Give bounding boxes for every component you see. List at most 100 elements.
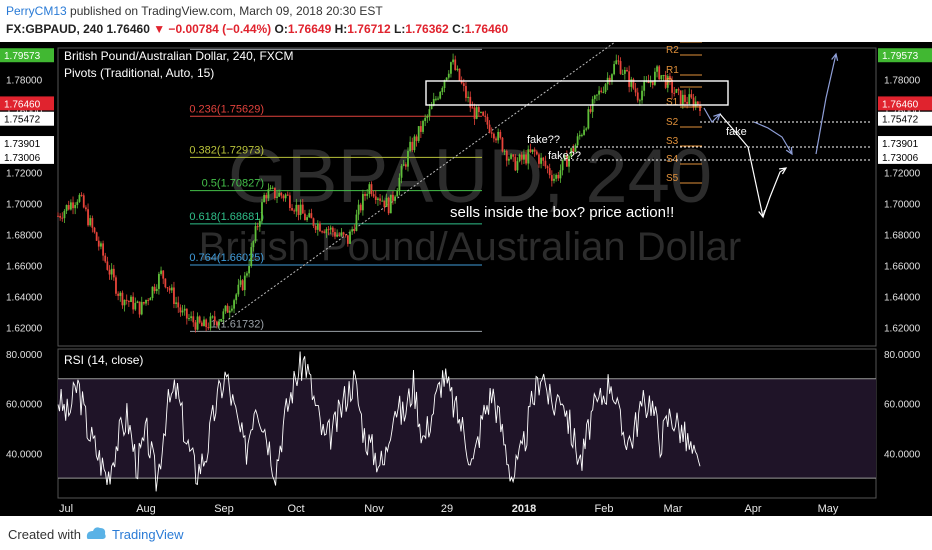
forecast-arrow[interactable]: [753, 121, 793, 155]
candle-body: [557, 174, 560, 179]
candle-body: [467, 96, 470, 98]
x-tick: May: [818, 503, 839, 515]
candle-body: [155, 288, 158, 292]
y-tick-right: 1.62000: [884, 323, 921, 334]
forecast-arrows[interactable]: [703, 52, 839, 219]
candle-body: [529, 149, 532, 152]
candle-body: [469, 96, 472, 108]
candle-body: [140, 302, 143, 315]
candle-body: [321, 231, 324, 233]
created-with-label: Created with: [8, 527, 81, 542]
forecast-arrow[interactable]: [719, 113, 764, 218]
candle-body: [490, 132, 493, 134]
candle-body: [699, 104, 701, 111]
fib-level-label: 1(1.61732): [211, 318, 264, 330]
chart-header: PerryCM13 published on TradingView.com, …: [0, 0, 932, 42]
candle-body: [69, 202, 72, 210]
candle-body: [346, 235, 349, 244]
candle-body: [132, 296, 135, 310]
candle-body: [304, 213, 306, 221]
candle-body: [525, 154, 527, 164]
candle-body: [145, 299, 147, 304]
candle-body: [336, 234, 339, 237]
candle-body: [426, 116, 429, 118]
candle-body: [563, 155, 566, 160]
candle-body: [250, 247, 253, 267]
candle-body: [512, 154, 515, 157]
candle-body: [383, 200, 386, 207]
tradingview-brand[interactable]: TradingView: [112, 527, 184, 542]
annotation-fake-1: fake??: [527, 134, 560, 146]
forecast-arrow[interactable]: [815, 53, 837, 155]
candle-body: [492, 133, 495, 139]
candle-body: [576, 136, 579, 146]
candle-body: [233, 300, 235, 309]
main-title: British Pound/Australian Dollar, 240, FX…: [64, 49, 293, 63]
arrow-head: [785, 146, 793, 156]
x-tick: Aug: [136, 503, 156, 515]
candle-body: [555, 174, 558, 179]
candle-body: [361, 194, 364, 211]
candle-body: [518, 154, 521, 162]
trend-line[interactable]: [221, 41, 616, 325]
forecast-arrow[interactable]: [762, 167, 787, 218]
candle-body: [608, 77, 611, 82]
candle-body: [540, 157, 543, 164]
candle-body: [248, 266, 250, 274]
candle-body: [452, 59, 454, 63]
candle-body: [284, 194, 287, 199]
candle-body: [570, 148, 573, 157]
candle-body: [269, 187, 272, 190]
open-label: O:: [274, 22, 288, 36]
candle-body: [374, 196, 377, 200]
candle-body: [602, 91, 605, 93]
candle-body: [95, 232, 98, 241]
candle-body: [572, 148, 575, 152]
low-value: 1.76362: [405, 22, 449, 36]
chart-canvas[interactable]: GBPAUD, 240 British Pound/Australian Dol…: [0, 32, 932, 516]
forecast-arrow[interactable]: [703, 107, 721, 123]
fibonacci-retracement[interactable]: 1(1.61732) 0.764(1.66025) 0.618(1.68681) 0.…: [189, 48, 482, 332]
candle-body: [548, 168, 551, 176]
candle-body: [647, 80, 650, 84]
price-label-left-bg: [0, 96, 54, 111]
rsi-tick-left: 40.0000: [6, 449, 43, 460]
candle-body: [546, 166, 549, 169]
close-label: C:: [452, 22, 465, 36]
candle-body: [385, 197, 388, 207]
candle-body: [643, 81, 646, 91]
candle-body: [82, 195, 85, 208]
candle-body: [78, 194, 81, 202]
candle-body: [357, 204, 360, 215]
chart-area[interactable]: GBPAUD, 240 British Pound/Australian Dol…: [0, 32, 932, 516]
candle-body: [404, 164, 407, 167]
price-label-left: 1.73901: [4, 139, 41, 150]
candle-body: [258, 220, 261, 227]
rsi-tick-right: 40.0000: [884, 449, 921, 460]
candle-body: [265, 195, 268, 199]
candle-body: [256, 226, 259, 228]
fib-level-label: 0.764(1.66025): [189, 252, 264, 264]
candle-body: [340, 232, 343, 236]
candle-body: [394, 196, 397, 201]
range-box[interactable]: [425, 80, 729, 106]
candle-body: [641, 90, 643, 101]
candle-body: [203, 319, 205, 327]
y-tick-left: 1.72000: [6, 168, 43, 179]
candle-body: [183, 308, 186, 311]
rsi-panel[interactable]: [57, 351, 876, 492]
candle-body: [314, 225, 317, 230]
candle-body: [673, 92, 676, 94]
pivot-label: S3: [666, 136, 679, 147]
price-pane-border: [57, 47, 877, 347]
candle-body: [497, 131, 500, 141]
author-link[interactable]: PerryCM13: [6, 4, 67, 18]
candle-body: [57, 215, 59, 217]
price-label-left: 1.73006: [4, 153, 41, 164]
candle-body: [658, 66, 661, 80]
candle-body: [278, 192, 281, 197]
price-label-left: 1.75472: [4, 115, 41, 126]
y-tick-left: 1.64000: [6, 292, 43, 303]
y-tick-right: 1.72000: [884, 168, 921, 179]
candle-body: [516, 161, 519, 171]
